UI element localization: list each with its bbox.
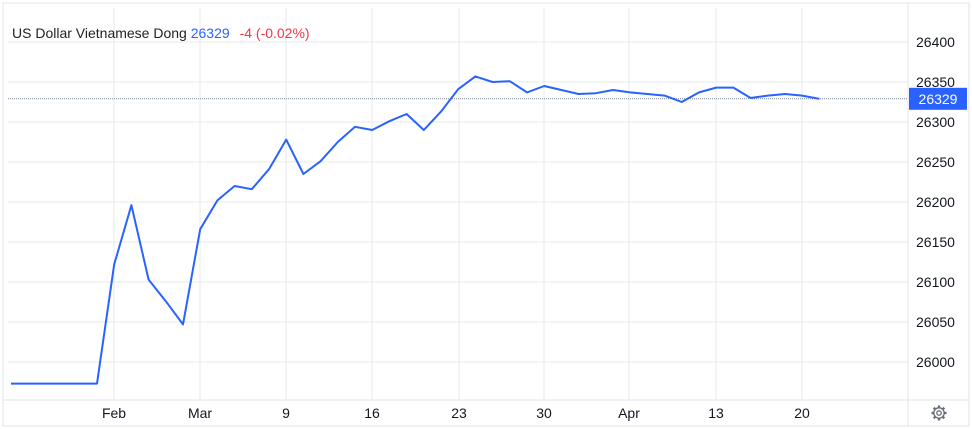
last-price: 26329	[190, 25, 230, 41]
y-tick-label: 26200	[916, 194, 955, 210]
chart-legend: US Dollar Vietnamese Dong 26329 -4 (-0.0…	[12, 25, 310, 41]
y-tick-label: 26100	[916, 274, 955, 290]
y-tick-label: 26300	[916, 114, 955, 130]
y-tick-label: 26150	[916, 234, 955, 250]
price-change: -4 (-0.02%)	[239, 25, 310, 41]
y-tick-label: 26250	[916, 154, 955, 170]
y-tick-label: 26400	[916, 34, 955, 50]
x-tick-label: 23	[451, 405, 467, 421]
gear-icon[interactable]	[931, 405, 947, 421]
last-price-badge	[909, 87, 967, 110]
x-tick-label: Apr	[618, 405, 640, 421]
x-tick-label: Feb	[102, 405, 126, 421]
price-series-line	[11, 75, 820, 385]
x-tick-label: 30	[536, 405, 552, 421]
symbol-name: US Dollar Vietnamese Dong	[12, 25, 187, 41]
x-tick-label: 20	[794, 405, 810, 421]
y-tick-label: 26050	[916, 314, 955, 330]
x-tick-label: Mar	[188, 405, 212, 421]
y-tick-label: 26350	[916, 74, 955, 90]
y-tick-label: 26000	[916, 354, 955, 370]
x-tick-label: 9	[282, 405, 290, 421]
x-tick-label: 16	[364, 405, 380, 421]
last-price-badge-label: 26329	[919, 91, 958, 107]
x-tick-label: 13	[708, 405, 724, 421]
